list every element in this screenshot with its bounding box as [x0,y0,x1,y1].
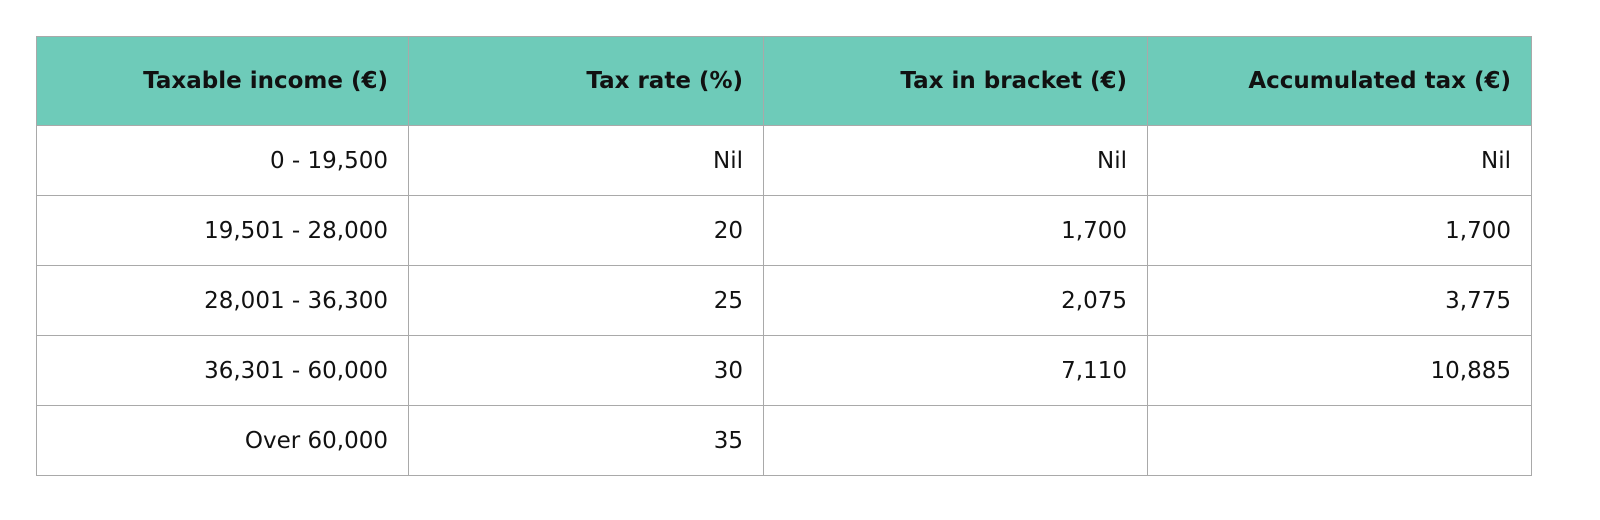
table-row: 19,501 - 28,000 20 1,700 1,700 [36,195,1532,266]
table-container: Taxable income (€) Tax rate (%) Tax in bra… [36,36,1532,476]
table-cell: 2,075 [763,265,1148,336]
table-cell: 3,775 [1147,265,1532,336]
table-cell: Nil [1147,125,1532,196]
empty-cell [763,405,1148,476]
table-cell: 19,501 - 28,000 [36,195,409,266]
table-row: 28,001 - 36,300 25 2,075 3,775 [36,265,1532,336]
table-cell: Nil [408,125,764,196]
table-cell: 36,301 - 60,000 [36,335,409,406]
table-row: Over 60,000 35 [36,405,1532,476]
tax-table: Taxable income (€) Tax rate (%) Tax in bra… [36,36,1532,476]
header-cell: Tax rate (%) [408,36,764,126]
empty-cell [1147,405,1532,476]
table-cell: 1,700 [763,195,1148,266]
table-cell: 20 [408,195,764,266]
header-cell: Taxable income (€) [36,36,409,126]
header-row: Taxable income (€) Tax rate (%) Tax in bra… [36,36,1532,126]
table-cell: 1,700 [1147,195,1532,266]
header-cell: Accumulated tax (€) [1147,36,1532,126]
table-cell: 10,885 [1147,335,1532,406]
table-cell: 0 - 19,500 [36,125,409,196]
table-row: 36,301 - 60,000 30 7,110 10,885 [36,335,1532,406]
table-cell: 25 [408,265,764,336]
table-cell: Over 60,000 [36,405,409,476]
table-cell: 30 [408,335,764,406]
table-row: 0 - 19,500 Nil Nil Nil [36,125,1532,196]
header-cell: Tax in bracket (€) [763,36,1148,126]
table-cell: 35 [408,405,764,476]
table-body: 0 - 19,500 Nil Nil Nil 19,501 - 28,000 20 1,70… [36,125,1532,476]
table-cell: 7,110 [763,335,1148,406]
table-cell: 28,001 - 36,300 [36,265,409,336]
table-cell: Nil [763,125,1148,196]
